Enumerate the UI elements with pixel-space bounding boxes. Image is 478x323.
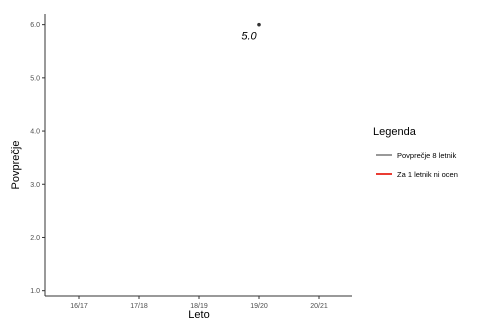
y-tick-label: 6.0 <box>30 22 40 29</box>
x-axis: 16/17 17/18 18/19 19/20 20/21 <box>45 295 352 310</box>
x-tick-label: 18/19 <box>190 303 208 310</box>
y-tick-label: 5.0 <box>30 75 40 82</box>
legend-title: Legenda <box>373 126 417 138</box>
y-axis: 1.0 2.0 3.0 4.0 5.0 6.0 <box>30 14 46 296</box>
chart-marks: 5.0 <box>241 22 261 42</box>
x-axis-title: Leto <box>188 309 209 321</box>
legend-label: Povprečje 8 letnik <box>397 151 456 160</box>
legend: Legenda Povprečje 8 letnik Za 1 letnik ni… <box>373 126 458 179</box>
x-tick-label: 19/20 <box>250 303 268 310</box>
y-tick-label: 2.0 <box>30 235 40 242</box>
y-tick-label: 3.0 <box>30 182 40 189</box>
y-tick-label: 1.0 <box>30 288 40 295</box>
data-label: 5.0 <box>241 30 257 42</box>
x-tick-label: 17/18 <box>130 303 148 310</box>
x-tick-label: 20/21 <box>310 303 328 310</box>
data-point <box>257 22 261 27</box>
legend-label: Za 1 letnik ni ocen <box>397 170 458 179</box>
x-tick-label: 16/17 <box>70 303 88 310</box>
y-axis-title: Povprečje <box>10 141 22 190</box>
legend-items: Povprečje 8 letnik Za 1 letnik ni ocen <box>376 151 458 179</box>
y-tick-label: 4.0 <box>30 129 40 136</box>
